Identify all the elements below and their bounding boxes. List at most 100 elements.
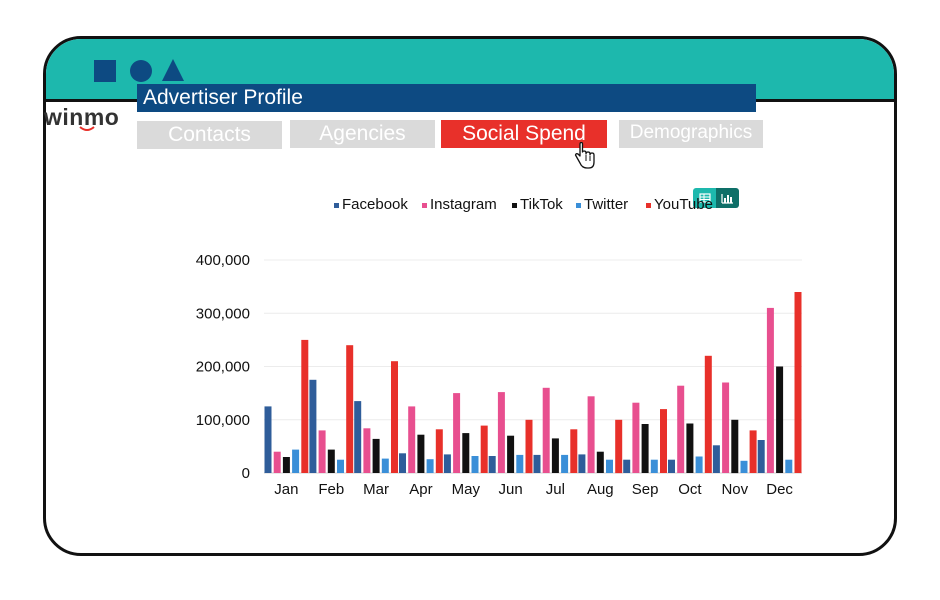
bar-twitter-aug[interactable]: [606, 459, 613, 473]
bar-youtube-aug[interactable]: [615, 419, 623, 474]
bar-tiktok-apr[interactable]: [417, 434, 425, 473]
legend-label: TikTok: [520, 196, 563, 213]
page-title: Advertiser Profile: [137, 84, 756, 112]
view-toggle[interactable]: [693, 188, 739, 208]
legend-label: YouTube: [654, 196, 713, 213]
bar-youtube-mar[interactable]: [391, 361, 398, 473]
bar-tiktok-oct[interactable]: [686, 423, 694, 474]
bar-tiktok-jun[interactable]: [507, 435, 515, 473]
bar-instagram-jun[interactable]: [497, 392, 505, 473]
x-tick-label: Jan: [274, 481, 298, 498]
bar-tiktok-feb[interactable]: [327, 449, 335, 473]
bar-chart-icon: [721, 194, 733, 204]
bar-youtube-jan[interactable]: [301, 339, 309, 473]
bar-twitter-sep[interactable]: [650, 459, 658, 473]
legend-swatch: [576, 203, 581, 208]
bar-twitter-nov[interactable]: [740, 460, 748, 473]
social-spend-chart: 0 100,000 200,000 300,000 400,000 Jan Feb Mar Ap…: [196, 252, 802, 498]
bar-tiktok-nov[interactable]: [731, 419, 739, 474]
triangle-icon: [162, 59, 184, 81]
bar-instagram-dec[interactable]: [766, 307, 774, 473]
bar-instagram-nov[interactable]: [722, 382, 730, 474]
bar-facebook-mar[interactable]: [354, 401, 362, 473]
bar-twitter-oct[interactable]: [695, 456, 703, 474]
bar-twitter-apr[interactable]: [426, 459, 434, 473]
y-tick-label: 0: [242, 465, 250, 482]
x-tick-label: Nov: [721, 481, 748, 498]
bar-youtube-sep[interactable]: [660, 409, 667, 473]
bar-facebook-jan[interactable]: [264, 406, 272, 473]
bar-facebook-jul[interactable]: [533, 454, 541, 473]
bar-facebook-oct[interactable]: [668, 459, 675, 473]
x-tick-label: Feb: [318, 481, 344, 498]
bar-facebook-sep[interactable]: [623, 459, 631, 473]
bar-tiktok-jan[interactable]: [282, 457, 290, 473]
bar-instagram-aug[interactable]: [587, 396, 595, 473]
bar-facebook-nov[interactable]: [712, 445, 720, 473]
x-tick-label: May: [452, 481, 481, 498]
bar-twitter-mar[interactable]: [381, 458, 389, 473]
bar-tiktok-may[interactable]: [462, 433, 470, 473]
x-tick-label: Mar: [363, 481, 389, 498]
y-tick-label: 300,000: [196, 305, 250, 322]
bar-twitter-dec[interactable]: [785, 459, 793, 473]
legend-swatch: [422, 203, 427, 208]
chart-view-button[interactable]: [716, 188, 739, 208]
bar-youtube-apr[interactable]: [435, 429, 443, 473]
bar-twitter-jan[interactable]: [292, 449, 300, 473]
bar-instagram-apr[interactable]: [408, 406, 416, 473]
bar-tiktok-jul[interactable]: [551, 438, 559, 473]
tab-social-spend[interactable]: Social Spend: [441, 120, 607, 148]
bar-facebook-apr[interactable]: [399, 453, 406, 473]
bar-instagram-may[interactable]: [453, 393, 461, 473]
tab-demographics[interactable]: Demographics: [619, 120, 763, 148]
y-tick-label: 100,000: [196, 412, 250, 429]
bar-youtube-may[interactable]: [480, 425, 488, 473]
tab-contacts[interactable]: Contacts: [137, 121, 282, 149]
x-tick-label: Dec: [766, 481, 793, 498]
legend-swatch: [646, 203, 651, 208]
bar-instagram-oct[interactable]: [677, 385, 685, 473]
x-tick-label: Aug: [587, 481, 614, 498]
legend-swatch: [512, 203, 517, 208]
bar-youtube-dec[interactable]: [794, 292, 802, 473]
hand-cursor-icon: [574, 142, 595, 169]
bar-tiktok-sep[interactable]: [641, 424, 649, 473]
bar-instagram-sep[interactable]: [632, 402, 640, 473]
bar-instagram-jul[interactable]: [542, 387, 550, 473]
bar-youtube-jul[interactable]: [570, 429, 578, 473]
bar-youtube-oct[interactable]: [704, 355, 712, 473]
x-tick-label: Jul: [546, 481, 565, 498]
bar-twitter-jun[interactable]: [516, 454, 524, 473]
x-tick-label: Sep: [632, 481, 659, 498]
bar-instagram-mar[interactable]: [363, 428, 371, 473]
bar-instagram-feb[interactable]: [318, 430, 326, 473]
y-tick-label: 400,000: [196, 252, 250, 269]
table-view-button[interactable]: [693, 188, 716, 208]
square-icon: [94, 60, 116, 82]
legend-label: Instagram: [430, 196, 497, 213]
x-tick-label: Jun: [499, 481, 523, 498]
tab-agencies[interactable]: Agencies: [290, 120, 435, 148]
bar-instagram-jan[interactable]: [273, 451, 281, 473]
bar-youtube-feb[interactable]: [346, 345, 354, 473]
bar-tiktok-dec[interactable]: [776, 366, 784, 474]
bar-facebook-dec[interactable]: [757, 440, 765, 473]
bar-tiktok-mar[interactable]: [372, 438, 380, 473]
x-tick-label: Oct: [678, 481, 702, 498]
bar-facebook-may[interactable]: [443, 454, 451, 473]
bar-facebook-aug[interactable]: [578, 454, 586, 473]
bar-tiktok-aug[interactable]: [596, 451, 604, 473]
legend-label: Facebook: [342, 196, 408, 213]
bar-twitter-may[interactable]: [471, 456, 479, 473]
bar-facebook-feb[interactable]: [309, 379, 317, 473]
bar-facebook-jun[interactable]: [488, 456, 496, 473]
circle-icon: [130, 60, 152, 82]
bar-twitter-jul[interactable]: [561, 454, 569, 473]
bar-youtube-nov[interactable]: [749, 430, 757, 473]
y-tick-label: 200,000: [196, 359, 250, 376]
winmo-logo: winmo: [44, 104, 134, 144]
bar-twitter-feb[interactable]: [337, 459, 344, 473]
table-icon: [699, 193, 711, 203]
bar-youtube-jun[interactable]: [525, 419, 533, 474]
